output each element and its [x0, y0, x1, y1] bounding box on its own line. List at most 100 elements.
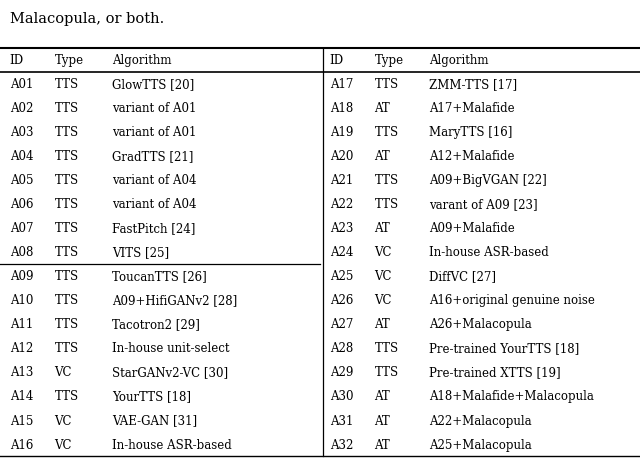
- Text: A21: A21: [330, 174, 353, 187]
- Text: GradTTS [21]: GradTTS [21]: [112, 150, 193, 163]
- Text: A13: A13: [10, 366, 33, 379]
- Text: Algorithm: Algorithm: [112, 54, 172, 67]
- Text: VC: VC: [374, 294, 392, 307]
- Text: Algorithm: Algorithm: [429, 54, 488, 67]
- Text: In-house ASR-based: In-house ASR-based: [112, 438, 232, 450]
- Text: TTS: TTS: [54, 174, 79, 187]
- Text: A12+Malafide: A12+Malafide: [429, 150, 515, 163]
- Text: Tacotron2 [29]: Tacotron2 [29]: [112, 318, 200, 331]
- Text: TTS: TTS: [54, 294, 79, 307]
- Text: VC: VC: [54, 366, 72, 379]
- Text: AT: AT: [374, 390, 390, 403]
- Text: VC: VC: [374, 246, 392, 259]
- Text: A07: A07: [10, 222, 33, 235]
- Text: AT: AT: [374, 222, 390, 235]
- Text: variant of A01: variant of A01: [112, 126, 196, 139]
- Text: VITS [25]: VITS [25]: [112, 246, 169, 259]
- Text: TTS: TTS: [374, 366, 399, 379]
- Text: A03: A03: [10, 126, 33, 139]
- Text: A16+original genuine noise: A16+original genuine noise: [429, 294, 595, 307]
- Text: ToucanTTS [26]: ToucanTTS [26]: [112, 270, 207, 283]
- Text: A15: A15: [10, 413, 33, 426]
- Text: YourTTS [18]: YourTTS [18]: [112, 390, 191, 403]
- Text: A16: A16: [10, 438, 33, 450]
- Text: A30: A30: [330, 390, 353, 403]
- Text: A26: A26: [330, 294, 353, 307]
- Text: TTS: TTS: [374, 174, 399, 187]
- Text: A09: A09: [10, 270, 33, 283]
- Text: TTS: TTS: [374, 342, 399, 355]
- Text: TTS: TTS: [54, 126, 79, 139]
- Text: A04: A04: [10, 150, 33, 163]
- Text: DiffVC [27]: DiffVC [27]: [429, 270, 496, 283]
- Text: TTS: TTS: [374, 126, 399, 139]
- Text: TTS: TTS: [54, 270, 79, 283]
- Text: AT: AT: [374, 150, 390, 163]
- Text: A24: A24: [330, 246, 353, 259]
- Text: AT: AT: [374, 318, 390, 331]
- Text: TTS: TTS: [374, 198, 399, 211]
- Text: A18: A18: [330, 102, 353, 115]
- Text: Pre-trained YourTTS [18]: Pre-trained YourTTS [18]: [429, 342, 579, 355]
- Text: A11: A11: [10, 318, 33, 331]
- Text: TTS: TTS: [54, 390, 79, 403]
- Text: A25+Malacopula: A25+Malacopula: [429, 438, 532, 450]
- Text: A28: A28: [330, 342, 353, 355]
- Text: FastPitch [24]: FastPitch [24]: [112, 222, 195, 235]
- Text: A05: A05: [10, 174, 33, 187]
- Text: A12: A12: [10, 342, 33, 355]
- Text: AT: AT: [374, 438, 390, 450]
- Text: A17+Malafide: A17+Malafide: [429, 102, 515, 115]
- Text: VC: VC: [54, 413, 72, 426]
- Text: A02: A02: [10, 102, 33, 115]
- Text: A09+BigVGAN [22]: A09+BigVGAN [22]: [429, 174, 547, 187]
- Text: ZMM-TTS [17]: ZMM-TTS [17]: [429, 78, 517, 91]
- Text: Pre-trained XTTS [19]: Pre-trained XTTS [19]: [429, 366, 561, 379]
- Text: variant of A04: variant of A04: [112, 174, 196, 187]
- Text: Type: Type: [54, 54, 84, 67]
- Text: GlowTTS [20]: GlowTTS [20]: [112, 78, 195, 91]
- Text: ID: ID: [330, 54, 344, 67]
- Text: A22+Malacopula: A22+Malacopula: [429, 413, 531, 426]
- Text: In-house unit-select: In-house unit-select: [112, 342, 230, 355]
- Text: A26+Malacopula: A26+Malacopula: [429, 318, 532, 331]
- Text: A10: A10: [10, 294, 33, 307]
- Text: TTS: TTS: [54, 78, 79, 91]
- Text: MaryTTS [16]: MaryTTS [16]: [429, 126, 512, 139]
- Text: variant of A01: variant of A01: [112, 102, 196, 115]
- Text: variant of A04: variant of A04: [112, 198, 196, 211]
- Text: TTS: TTS: [54, 102, 79, 115]
- Text: A01: A01: [10, 78, 33, 91]
- Text: A22: A22: [330, 198, 353, 211]
- Text: A09+Malafide: A09+Malafide: [429, 222, 515, 235]
- Text: VC: VC: [54, 438, 72, 450]
- Text: A23: A23: [330, 222, 353, 235]
- Text: In-house ASR-based: In-house ASR-based: [429, 246, 548, 259]
- Text: A31: A31: [330, 413, 353, 426]
- Text: TTS: TTS: [54, 342, 79, 355]
- Text: Malacopula, or both.: Malacopula, or both.: [10, 12, 164, 25]
- Text: AT: AT: [374, 413, 390, 426]
- Text: VAE-GAN [31]: VAE-GAN [31]: [112, 413, 197, 426]
- Text: A25: A25: [330, 270, 353, 283]
- Text: TTS: TTS: [54, 246, 79, 259]
- Text: A20: A20: [330, 150, 353, 163]
- Text: TTS: TTS: [54, 318, 79, 331]
- Text: A08: A08: [10, 246, 33, 259]
- Text: TTS: TTS: [54, 198, 79, 211]
- Text: TTS: TTS: [374, 78, 399, 91]
- Text: TTS: TTS: [54, 222, 79, 235]
- Text: A17: A17: [330, 78, 353, 91]
- Text: A14: A14: [10, 390, 33, 403]
- Text: Type: Type: [374, 54, 404, 67]
- Text: A18+Malafide+Malacopula: A18+Malafide+Malacopula: [429, 390, 594, 403]
- Text: TTS: TTS: [54, 150, 79, 163]
- Text: AT: AT: [374, 102, 390, 115]
- Text: StarGANv2-VC [30]: StarGANv2-VC [30]: [112, 366, 228, 379]
- Text: varant of A09 [23]: varant of A09 [23]: [429, 198, 538, 211]
- Text: ID: ID: [10, 54, 24, 67]
- Text: VC: VC: [374, 270, 392, 283]
- Text: A29: A29: [330, 366, 353, 379]
- Text: A19: A19: [330, 126, 353, 139]
- Text: A09+HifiGANv2 [28]: A09+HifiGANv2 [28]: [112, 294, 237, 307]
